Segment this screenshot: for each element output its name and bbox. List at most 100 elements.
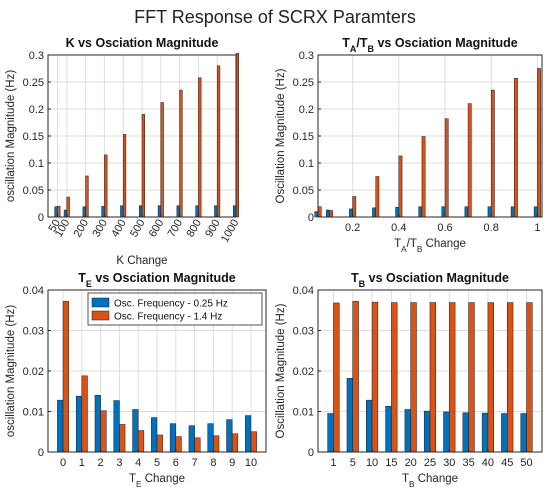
x-axis-label: TE Change [129, 473, 185, 489]
bar-high-freq[interactable] [506, 302, 514, 453]
bar-low-freq[interactable] [366, 399, 373, 453]
bar-low-freq[interactable] [462, 412, 469, 453]
bar-low-freq[interactable] [423, 410, 431, 453]
x-tick-label: 50 [520, 457, 532, 469]
bar-low-freq[interactable] [404, 409, 411, 453]
bar-low-freq[interactable] [346, 378, 354, 453]
bar-high-freq[interactable] [156, 434, 163, 453]
bar-high-freq[interactable] [333, 302, 340, 453]
bar-high-freq[interactable] [122, 134, 127, 218]
y-tick-label: 0.05 [23, 185, 44, 197]
bar-high-freq[interactable] [213, 435, 220, 453]
bar-high-freq[interactable] [371, 301, 379, 453]
chart-title: TA/TB vs Osciation Magnitude [342, 36, 518, 54]
bar-high-freq[interactable] [62, 301, 69, 453]
bar-low-freq[interactable] [113, 400, 120, 453]
bar-high-freq[interactable] [198, 77, 202, 218]
bar-low-freq[interactable] [326, 209, 330, 218]
bar-high-freq[interactable] [421, 136, 426, 218]
bar-high-freq[interactable] [81, 375, 88, 453]
bar-high-freq[interactable] [375, 176, 380, 218]
bar-low-freq[interactable] [75, 395, 83, 453]
legend: Osc. Frequency - 0.25 Hz Osc. Frequency -… [87, 292, 263, 326]
bar-low-freq[interactable] [510, 206, 515, 218]
bar-high-freq[interactable] [352, 196, 357, 218]
chart-title: K vs Osciation Magnitude [66, 36, 219, 50]
y-tick-label: 0.15 [23, 131, 44, 143]
y-tick-label: 0.04 [293, 285, 314, 297]
bar-high-freq[interactable] [137, 430, 145, 453]
bar-high-freq[interactable] [329, 210, 334, 218]
bar-high-freq[interactable] [410, 302, 417, 453]
bar-high-freq[interactable] [250, 431, 257, 453]
bar-high-freq[interactable] [119, 424, 126, 453]
bar-high-freq[interactable] [179, 89, 183, 218]
y-tick-label: 0.2 [299, 104, 314, 116]
bar-low-freq[interactable] [385, 405, 392, 453]
bar-low-freq[interactable] [94, 395, 101, 453]
y-tick-label: 0.03 [23, 326, 44, 338]
bar-high-freq[interactable] [85, 175, 89, 218]
bar-high-freq[interactable] [141, 114, 145, 218]
bar-low-freq[interactable] [501, 413, 508, 453]
bar-high-freq[interactable] [468, 302, 475, 453]
bar-high-freq[interactable] [449, 302, 456, 453]
x-tick-label: 20 [405, 457, 417, 469]
bar-low-freq[interactable] [464, 206, 469, 218]
bar-high-freq[interactable] [444, 118, 449, 218]
bar-low-freq[interactable] [151, 417, 158, 453]
legend-entry-label: Osc. Frequency - 1.4 Hz [114, 312, 222, 323]
legend-swatch [91, 297, 110, 308]
y-tick-label: 0.1 [29, 158, 44, 170]
bar-low-freq[interactable] [207, 423, 214, 453]
x-tick-label: 45 [501, 457, 513, 469]
bar-high-freq[interactable] [194, 437, 201, 453]
bar-high-freq[interactable] [216, 65, 221, 218]
bar-low-freq[interactable] [188, 425, 195, 453]
chart-title: TB vs Osciation Magnitude [351, 271, 509, 289]
x-tick-label: 300 [90, 218, 110, 240]
bar-high-freq[interactable] [100, 410, 107, 453]
y-tick-label: 0.25 [293, 77, 314, 89]
x-tick-label: 25 [424, 457, 436, 469]
bar-high-freq[interactable] [487, 302, 494, 453]
bar-high-freq[interactable] [175, 436, 182, 453]
bar-low-freq[interactable] [481, 412, 489, 453]
bar-high-freq[interactable] [429, 302, 437, 453]
bar-low-freq[interactable] [327, 413, 334, 453]
bar-high-freq[interactable] [537, 68, 541, 218]
y-tick-label: 0.3 [299, 50, 314, 62]
bar-high-freq[interactable] [391, 302, 398, 453]
bar-low-freq[interactable] [418, 206, 423, 218]
bar-low-freq[interactable] [372, 207, 376, 218]
bar-high-freq[interactable] [398, 155, 403, 218]
bar-low-freq[interactable] [520, 413, 527, 453]
bar-high-freq[interactable] [160, 102, 164, 218]
y-tick-label: 0.02 [293, 366, 314, 378]
y-tick-label: 0 [308, 447, 314, 459]
bar-high-freq[interactable] [526, 302, 533, 453]
bar-high-freq[interactable] [104, 154, 108, 218]
bar-low-freq[interactable] [245, 415, 252, 453]
bar-low-freq[interactable] [57, 399, 64, 453]
x-tick-label: 5 [350, 457, 356, 469]
bar-low-freq[interactable] [226, 419, 233, 453]
y-axis-label: Oscillation Magnitude (Hz) [275, 303, 287, 438]
bar-high-freq[interactable] [514, 77, 518, 218]
bar-high-freq[interactable] [231, 433, 239, 453]
x-tick-label: 5 [154, 457, 160, 469]
bar-high-freq[interactable] [490, 89, 495, 218]
bar-low-freq[interactable] [443, 411, 450, 453]
bar-low-freq[interactable] [169, 423, 177, 453]
bar-high-freq[interactable] [467, 103, 472, 218]
x-tick-label: 3 [116, 457, 122, 469]
y-tick-label: 0.01 [23, 407, 44, 419]
y-tick-label: 0.1 [299, 158, 314, 170]
bar-high-freq[interactable] [352, 301, 359, 453]
y-tick-label: 0.02 [23, 366, 44, 378]
bar-low-freq[interactable] [132, 409, 139, 453]
x-tick-label: 600 [147, 218, 167, 240]
